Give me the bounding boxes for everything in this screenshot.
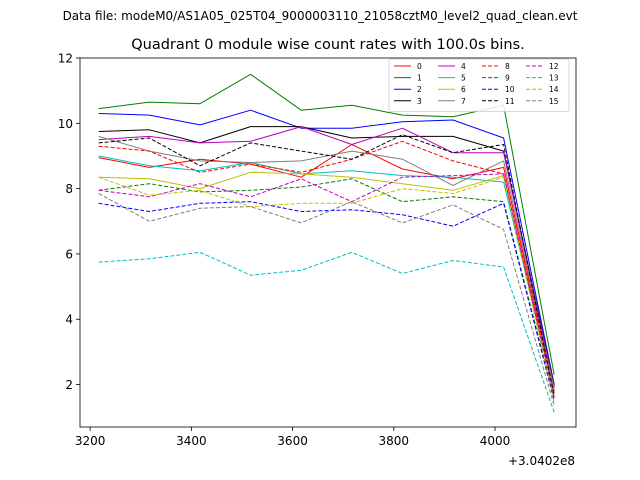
x-tick-label: 3600 <box>277 434 308 448</box>
y-axis: 2 4 6 8 10 12 <box>58 52 80 392</box>
x-offset-label: +3.0402e8 <box>508 454 575 468</box>
plot-background <box>80 58 576 427</box>
legend-label: 2 <box>417 85 422 94</box>
series-line-2 <box>98 109 555 385</box>
legend-label: 7 <box>461 97 466 106</box>
series-line-10 <box>98 201 555 402</box>
axes-border <box>79 57 577 428</box>
legend-label: 8 <box>505 62 510 71</box>
series-line-4 <box>98 126 555 388</box>
y-tick-label: 8 <box>65 182 73 196</box>
series-line-13 <box>98 251 555 413</box>
legend-label: 9 <box>505 74 510 83</box>
legend-label: 3 <box>417 97 422 106</box>
y-tick-label: 2 <box>65 378 73 392</box>
legend-label: 10 <box>505 85 515 94</box>
series-line-7 <box>98 135 555 390</box>
legend-label: 11 <box>505 97 515 106</box>
legend-label: 15 <box>549 97 559 106</box>
series-line-6 <box>98 171 555 395</box>
legend-box <box>388 58 570 112</box>
legend-label: 4 <box>461 62 466 71</box>
series-line-12 <box>98 173 555 398</box>
y-tick-label: 10 <box>58 117 73 131</box>
plot-area <box>80 58 576 427</box>
legend-label: 1 <box>417 74 422 83</box>
legend-label: 12 <box>549 62 559 71</box>
series-line-9 <box>98 178 555 398</box>
y-tick-label: 12 <box>58 52 73 66</box>
x-tick-label: 3400 <box>176 434 207 448</box>
axes-frame <box>79 57 577 428</box>
legend-label: 5 <box>461 74 466 83</box>
series-line-8 <box>98 140 555 395</box>
series-line-14 <box>98 176 555 403</box>
legend-label: 6 <box>461 85 466 94</box>
y-tick-label: 6 <box>65 247 73 261</box>
x-tick-label: 4000 <box>480 434 511 448</box>
series-line-3 <box>98 126 555 387</box>
series-line-11 <box>98 134 555 397</box>
series-line-5 <box>98 155 555 393</box>
legend-label: 13 <box>549 74 559 83</box>
x-axis: 3200 3400 3600 3800 4000 <box>75 427 510 448</box>
x-tick-label: 3200 <box>75 434 106 448</box>
chart-title: Quadrant 0 module wise count rates with … <box>131 37 525 53</box>
series-line-15 <box>98 193 555 406</box>
y-tick-label: 4 <box>65 313 73 327</box>
legend-label: 0 <box>417 62 422 71</box>
chart-suptitle: Data file: modeM0/AS1A05_025T04_90000031… <box>63 9 578 23</box>
legend-label: 14 <box>549 85 559 94</box>
x-tick-label: 3800 <box>379 434 410 448</box>
